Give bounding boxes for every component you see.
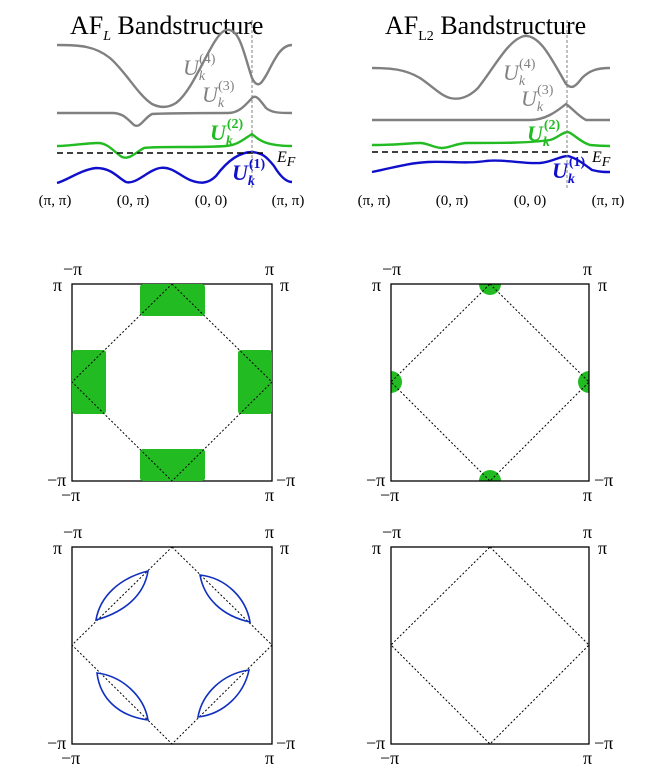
bz-frame bbox=[71, 546, 273, 745]
bz-label: π bbox=[583, 522, 592, 542]
bz-label: −π bbox=[380, 485, 399, 505]
bz-label: −π bbox=[594, 470, 613, 490]
bz-label: π bbox=[583, 259, 592, 279]
kpath-label-afl-2: (0, 0) bbox=[195, 193, 228, 209]
fermi-label-afl2: EF bbox=[591, 149, 611, 170]
bz-label: π bbox=[598, 538, 607, 558]
bz-panel-afl2-empty bbox=[390, 546, 590, 745]
bz-label: −π bbox=[47, 470, 66, 490]
kpath-label-afl-3: (π, π) bbox=[272, 193, 305, 209]
fermi-pocket-top bbox=[140, 284, 205, 316]
band-label-u4-afl: Uk(4) bbox=[183, 52, 216, 84]
band-u4-afl bbox=[56, 28, 293, 109]
band-u1-afl bbox=[56, 150, 293, 185]
panel-title-afl: AFL Bandstructure bbox=[70, 11, 263, 44]
magnetic-bz-diamond bbox=[390, 283, 590, 482]
bz-label: π bbox=[583, 485, 592, 505]
magnetic-bz-diamond bbox=[71, 546, 273, 745]
bz-panel-afl-contours bbox=[71, 546, 273, 745]
bz-label: π bbox=[280, 275, 289, 295]
kpath-label-afl2-2: (0, 0) bbox=[514, 193, 547, 209]
bz-label: π bbox=[53, 275, 62, 295]
bz-label: π bbox=[265, 259, 274, 279]
bz-label: −π bbox=[276, 733, 295, 753]
fermi-label-afl: EF bbox=[276, 149, 296, 170]
bz-label: π bbox=[265, 522, 274, 542]
band-u2-afl bbox=[56, 132, 293, 159]
bz-label: π bbox=[53, 538, 62, 558]
bz-label: π bbox=[372, 538, 381, 558]
band-label-u2-afl: Uk(2) bbox=[210, 117, 244, 149]
band-u3-afl2 bbox=[372, 102, 610, 122]
bz-label: −π bbox=[366, 470, 385, 490]
bz-label: −π bbox=[366, 733, 385, 753]
band-u1-afl2 bbox=[371, 154, 611, 174]
kpath-label-afl2-0: (π, π) bbox=[358, 193, 391, 209]
bz-label: −π bbox=[382, 522, 401, 542]
kpath-label-afl2-3: (π, π) bbox=[592, 193, 625, 209]
band-label-u3-afl2: Uk(3) bbox=[521, 83, 554, 115]
bz-label: −π bbox=[380, 748, 399, 768]
fermi-pocket-bottom bbox=[140, 449, 205, 481]
fermi-pocket-bottom bbox=[479, 470, 501, 481]
fermi-contour-top-left bbox=[95, 569, 149, 622]
band-label-u4-afl2: Uk(4) bbox=[503, 57, 536, 89]
panel-title-afl2: AFL2 Bandstructure bbox=[385, 11, 586, 44]
bz-panel-afl-pockets bbox=[71, 283, 273, 482]
band-label-u2-afl2: Uk(2) bbox=[527, 118, 561, 150]
fermi-contour-top-right bbox=[199, 574, 251, 624]
fermi-pocket-right bbox=[238, 350, 272, 414]
kpath-label-afl-0: (π, π) bbox=[39, 193, 72, 209]
bz-label: −π bbox=[594, 733, 613, 753]
bz-label: −π bbox=[276, 470, 295, 490]
fermi-contour-bottom-left bbox=[96, 672, 149, 721]
bz-label: π bbox=[280, 538, 289, 558]
bz-label: −π bbox=[63, 259, 82, 279]
bz-panel-afl2-pockets bbox=[390, 283, 590, 482]
band-u2-afl2 bbox=[371, 130, 611, 150]
band-u3-afl bbox=[57, 95, 293, 128]
bz-label: π bbox=[265, 485, 274, 505]
fermi-pocket-top bbox=[479, 284, 501, 295]
bandstructure-panel-afl2: AFL2 Bandstructure EF Uk(4) Uk(3) Uk(2) … bbox=[358, 11, 625, 209]
bz-label: π bbox=[598, 275, 607, 295]
fermi-pocket-left bbox=[72, 350, 106, 414]
bz-label: π bbox=[372, 275, 381, 295]
magnetic-bz-diamond bbox=[71, 283, 273, 482]
fermi-contour-bottom-right bbox=[197, 669, 251, 718]
magnetic-bz-diamond bbox=[390, 546, 590, 745]
kpath-label-afl2-1: (0, π) bbox=[436, 193, 469, 209]
band-label-u1-afl: Uk(1) bbox=[232, 157, 266, 189]
bz-label: −π bbox=[382, 259, 401, 279]
band-label-u3-afl: Uk(3) bbox=[202, 79, 235, 111]
kpath-label-afl-1: (0, π) bbox=[117, 193, 150, 209]
fermi-pocket-left bbox=[391, 371, 402, 393]
bz-label: −π bbox=[63, 522, 82, 542]
fermi-pocket-right bbox=[578, 371, 589, 393]
band-u4-afl2 bbox=[371, 34, 611, 100]
bz-label: −π bbox=[61, 485, 80, 505]
bz-frame bbox=[390, 546, 590, 745]
bandstructure-panel-afl: AFL Bandstructure EF Uk(4) Uk(3) Uk(2) U… bbox=[39, 11, 305, 209]
bz-label: π bbox=[265, 748, 274, 768]
band-label-u1-afl2: Uk(1) bbox=[552, 155, 586, 187]
bz-label: −π bbox=[61, 748, 80, 768]
bz-label: π bbox=[583, 748, 592, 768]
bz-label: −π bbox=[47, 733, 66, 753]
bz-frame bbox=[390, 283, 590, 482]
